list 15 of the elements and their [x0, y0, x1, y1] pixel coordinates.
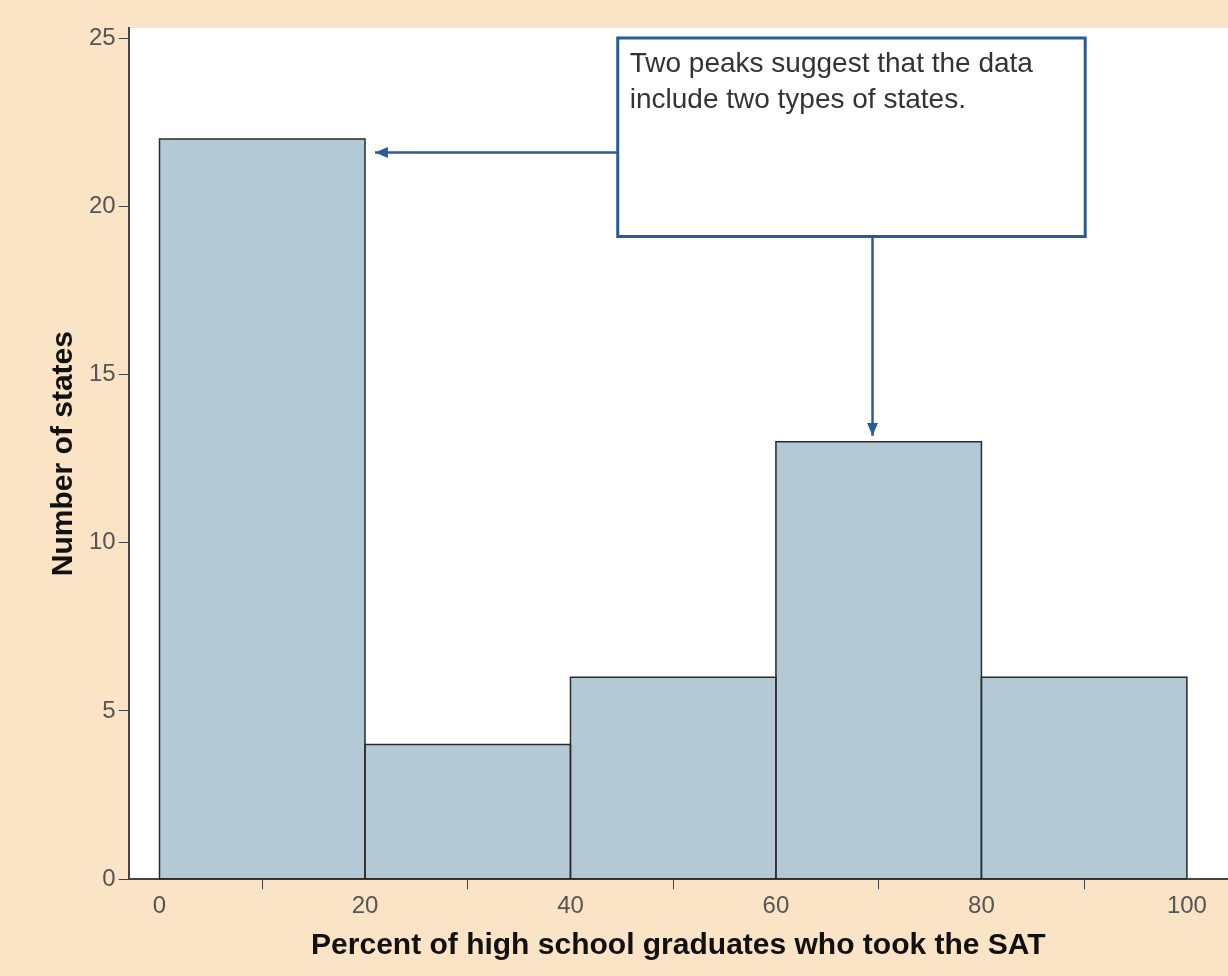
y-tick-label: 25: [88, 22, 116, 50]
y-tick-label: 0: [102, 863, 116, 891]
y-tick-label: 15: [88, 359, 116, 387]
x-tick-label: 40: [557, 891, 584, 919]
x-tick-label: 0: [152, 891, 167, 919]
y-tick-label: 20: [88, 190, 116, 218]
annotation: Two peaks suggest that the data include two types of states.: [629, 46, 1034, 114]
x-tick-label: 100: [1166, 891, 1207, 919]
y-tick-label: 5: [102, 695, 116, 723]
x-tick-label: 60: [762, 891, 790, 919]
y-tick-label: 10: [88, 527, 116, 555]
x-tick-label: 80: [968, 891, 995, 919]
y-axis-title: Number of states: [45, 331, 79, 577]
x-tick-label: 20: [351, 891, 379, 919]
x-axis-title: Percent of high school graduates who took the SAT: [311, 927, 1046, 961]
